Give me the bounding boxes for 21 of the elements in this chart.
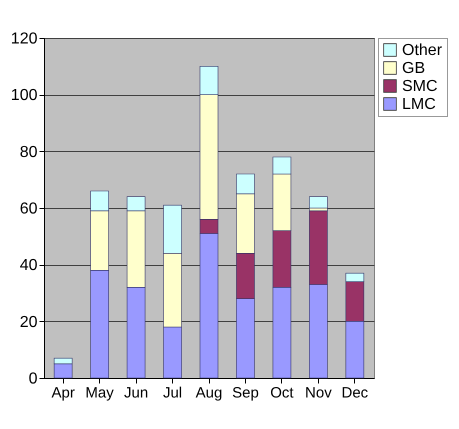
x-tick-label: Sep [232, 384, 259, 402]
y-tick-label: 0 [28, 370, 38, 388]
y-tick-label: 60 [20, 200, 38, 218]
legend-label: SMC [402, 78, 438, 95]
x-tick-label: Dec [342, 384, 369, 402]
x-tick-label: Aug [196, 384, 222, 402]
legend-label: GB [402, 60, 426, 77]
y-tick-label: 120 [10, 30, 38, 48]
y-tick-label: 80 [20, 144, 38, 161]
x-tick-label: Jul [162, 384, 182, 402]
legend-label: LMC [402, 96, 436, 113]
x-tick-label: May [85, 384, 114, 402]
bar [309, 196, 328, 208]
x-tick-label: Oct [270, 384, 294, 402]
x-tick-label: Jun [124, 384, 148, 402]
y-tick-label: 100 [10, 87, 38, 104]
y-tick-label: 40 [20, 257, 38, 274]
y-tick-label: 20 [20, 314, 38, 331]
x-tick-label: Nov [305, 384, 332, 402]
legend-label: Other [402, 42, 443, 59]
x-tick-label: Apr [51, 384, 75, 402]
